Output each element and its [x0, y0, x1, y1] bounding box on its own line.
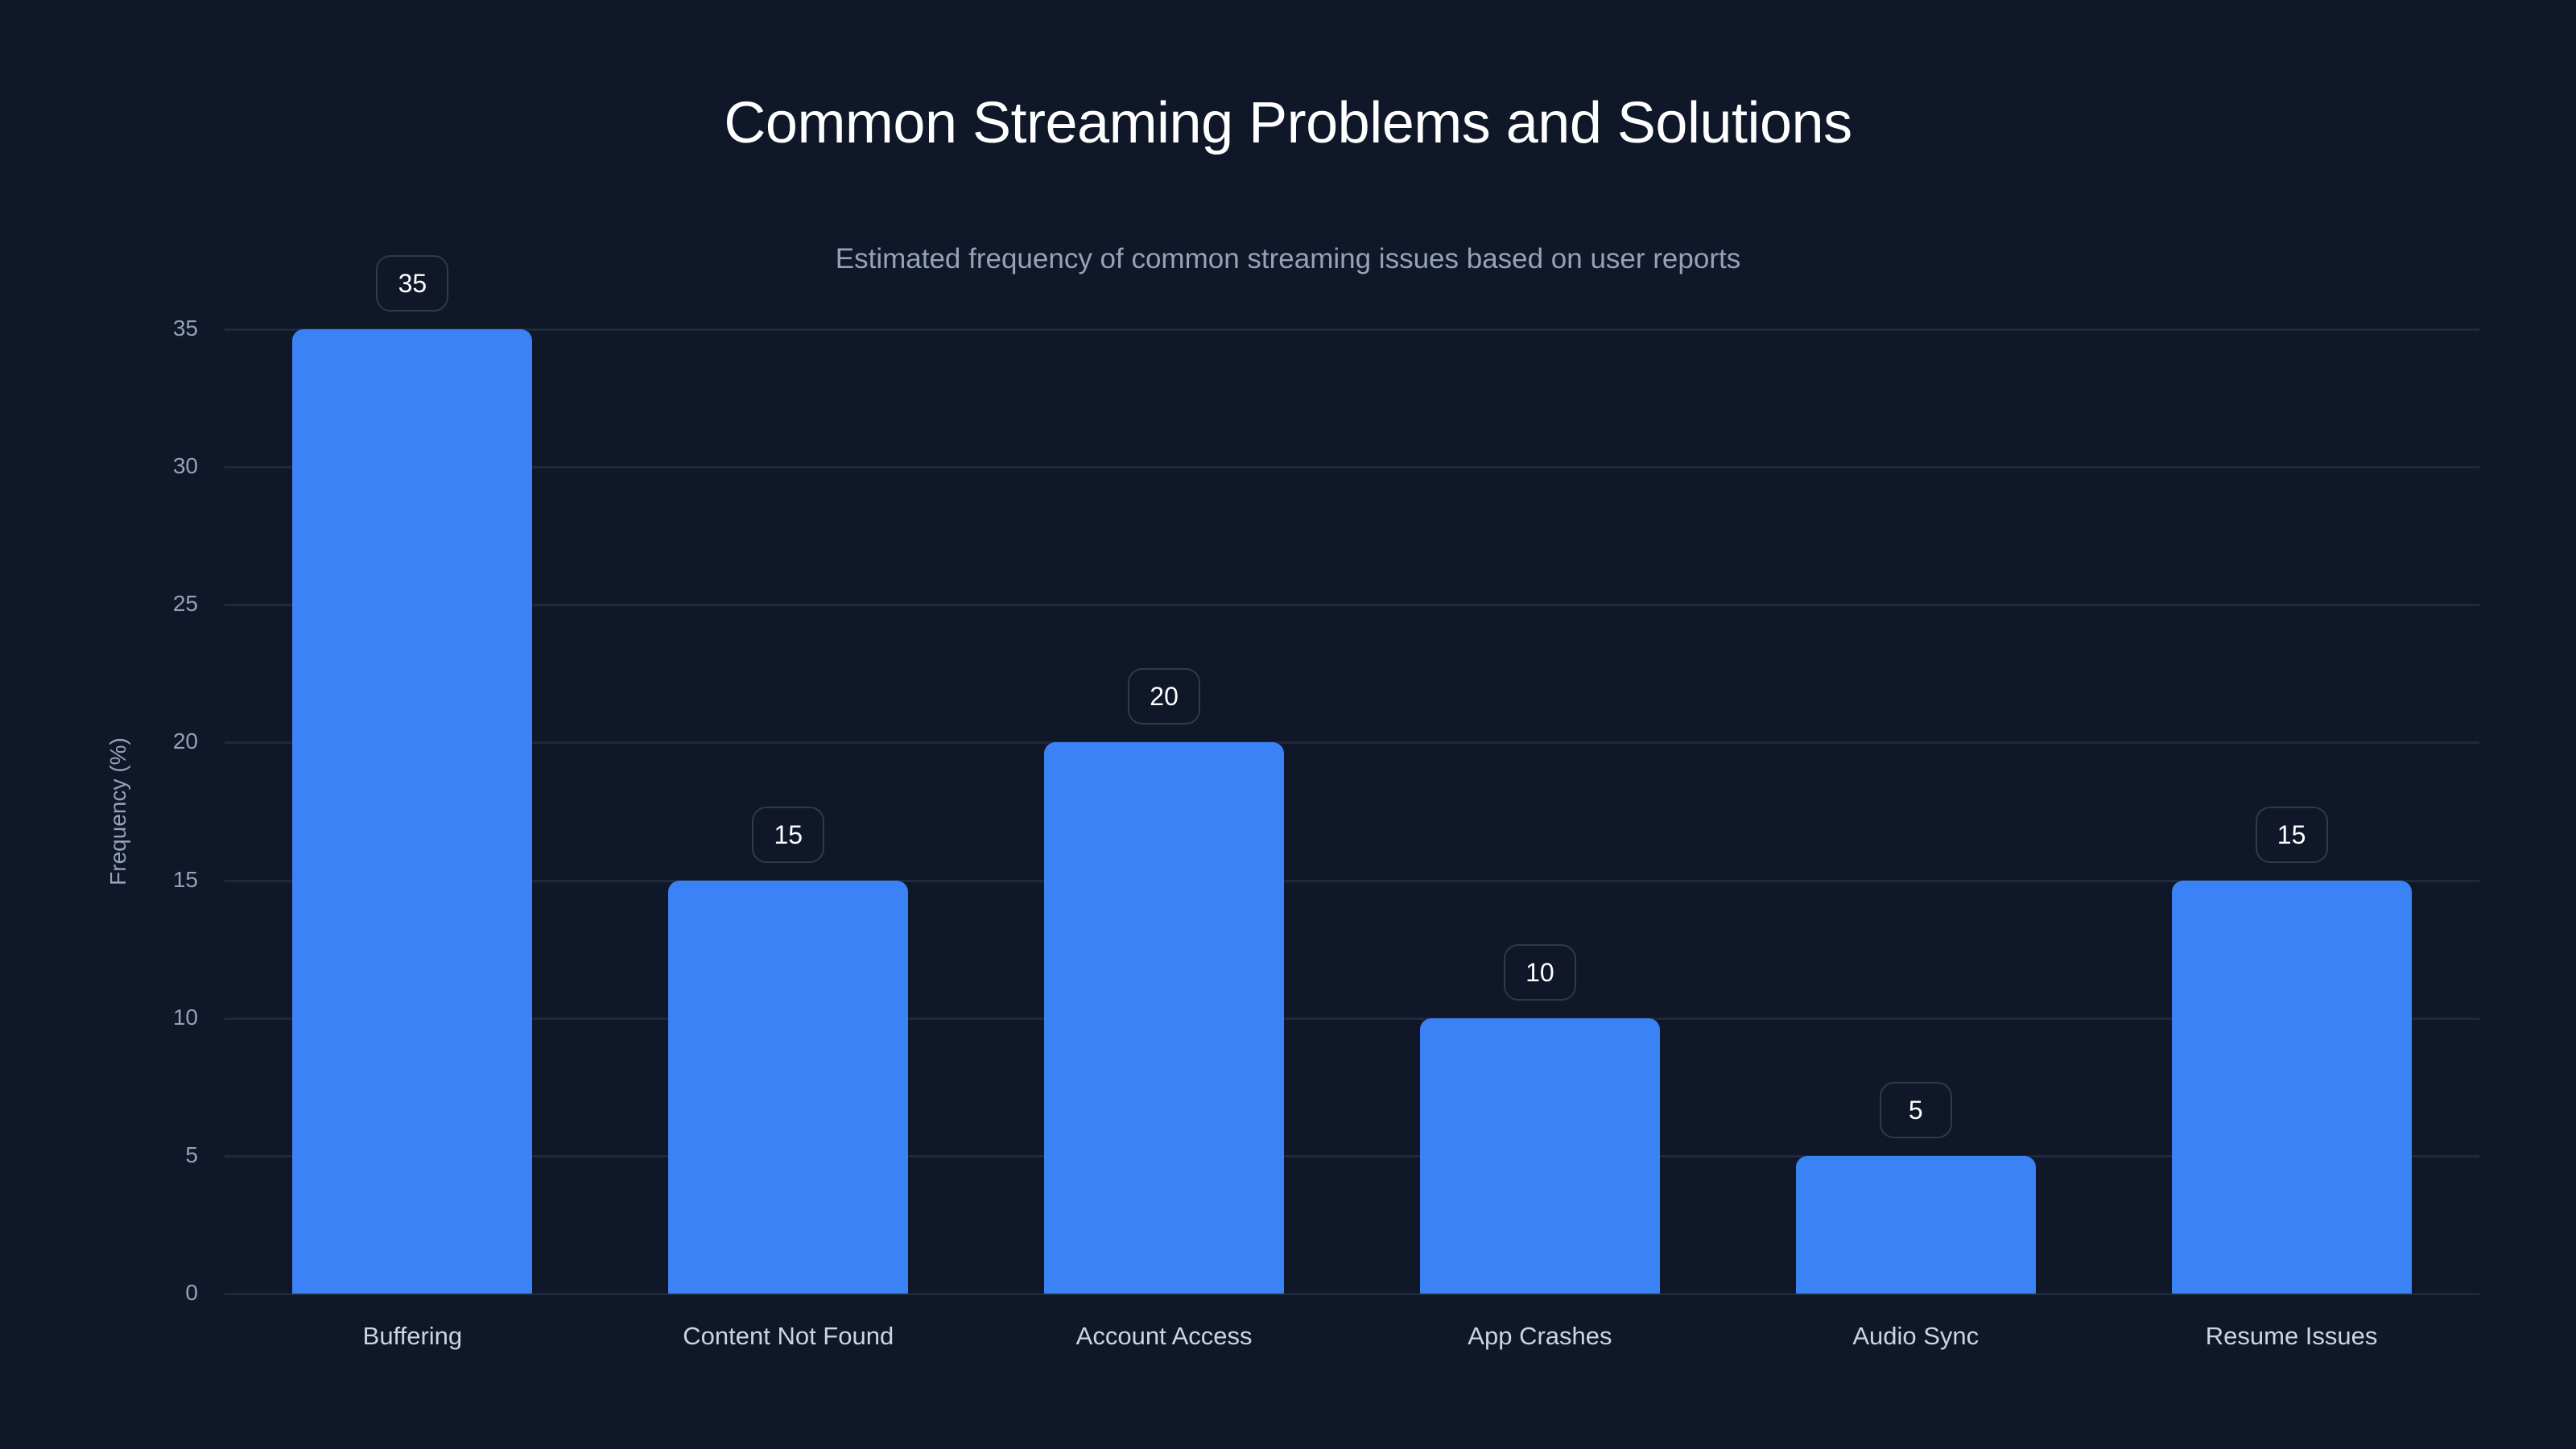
value-label: 20: [1128, 668, 1201, 725]
gridline: [225, 328, 2479, 331]
y-tick-label: 35: [172, 316, 198, 341]
gridline: [225, 1293, 2479, 1295]
x-tick-label: Resume Issues: [2205, 1322, 2378, 1350]
bar-resume-issues[interactable]: [2171, 880, 2412, 1294]
gridline: [225, 466, 2479, 469]
gridline: [225, 879, 2479, 882]
plot-area: [225, 328, 2479, 1295]
value-label: 35: [376, 255, 449, 312]
bar-audio-sync[interactable]: [1795, 1155, 2036, 1294]
bar-content-not-found[interactable]: [668, 880, 909, 1294]
gridline: [225, 1154, 2479, 1158]
value-label: 10: [1503, 943, 1576, 1001]
value-label: 5: [1879, 1081, 1952, 1138]
y-tick-label: 15: [172, 866, 198, 892]
x-tick-label: App Crashes: [1468, 1322, 1612, 1350]
y-tick-label: 5: [185, 1141, 198, 1167]
x-tick-label: Content Not Found: [683, 1322, 894, 1350]
gridline: [225, 1017, 2479, 1020]
chart-title: Common Streaming Problems and Solutions: [724, 91, 1852, 155]
y-tick-label: 25: [172, 591, 198, 617]
gridline: [225, 604, 2479, 607]
bar-buffering[interactable]: [292, 329, 533, 1294]
x-tick-label: Buffering: [362, 1322, 463, 1350]
y-tick-label: 20: [172, 729, 198, 754]
y-tick-label: 30: [172, 453, 198, 479]
y-tick-label: 10: [172, 1004, 198, 1030]
gridline: [225, 741, 2479, 745]
value-label: 15: [752, 806, 825, 863]
bar-app-crashes[interactable]: [1419, 1018, 1660, 1294]
value-label: 15: [2255, 806, 2328, 863]
y-axis-label: Frequency (%): [105, 737, 130, 886]
x-tick-label: Account Access: [1075, 1322, 1253, 1350]
x-tick-label: Audio Sync: [1852, 1322, 1979, 1350]
bar-account-access[interactable]: [1044, 742, 1285, 1294]
chart-subtitle: Estimated frequency of common streaming …: [835, 243, 1741, 275]
y-tick-label: 0: [185, 1280, 198, 1305]
